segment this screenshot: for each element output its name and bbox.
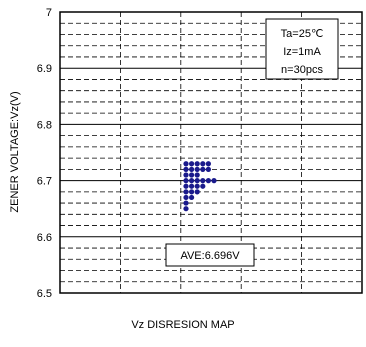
y-tick-label: 6.9 <box>37 63 52 75</box>
data-point <box>194 178 200 184</box>
data-point <box>189 178 195 184</box>
data-point <box>200 183 206 189</box>
data-point <box>183 189 189 195</box>
conditions-box: Ta=25℃ Iz=1mA n=30pcs <box>265 18 339 80</box>
data-point <box>183 172 189 178</box>
chart-caption: Vz DISRESION MAP <box>131 319 235 331</box>
data-points <box>183 161 217 212</box>
data-point <box>194 189 200 195</box>
y-tick-label: 6.8 <box>37 119 52 131</box>
data-point <box>194 161 200 167</box>
data-point <box>189 161 195 167</box>
y-tick-label: 6.5 <box>37 288 52 300</box>
data-point <box>211 178 217 184</box>
data-point <box>183 200 189 206</box>
data-point <box>189 166 195 172</box>
data-point <box>194 166 200 172</box>
data-point <box>189 172 195 178</box>
average-frame <box>165 243 255 267</box>
data-point <box>194 172 200 178</box>
data-point <box>205 166 211 172</box>
data-point <box>189 194 195 201</box>
data-point <box>200 178 206 184</box>
data-point <box>200 161 206 167</box>
data-point <box>183 161 189 167</box>
data-point <box>205 161 211 167</box>
y-tick-label: 6.6 <box>37 232 52 244</box>
y-tick-label: 6.7 <box>37 176 52 188</box>
data-point <box>189 189 195 195</box>
data-point <box>205 178 211 184</box>
conditions-frame <box>265 18 339 80</box>
data-point <box>194 183 200 189</box>
data-point <box>183 178 189 184</box>
y-tick-label: 7 <box>46 7 52 19</box>
data-point <box>200 166 206 172</box>
average-label: AVE:6.696V <box>180 250 240 262</box>
condition-temperature: Ta=25℃ <box>281 28 324 40</box>
data-point <box>183 166 189 172</box>
condition-current: Iz=1mA <box>283 46 321 58</box>
data-point <box>183 183 189 189</box>
data-point <box>183 194 189 201</box>
plot-frame <box>59 11 363 294</box>
y-axis-label: ZENER VOLTAGE:Vz(V) <box>9 91 21 212</box>
data-point <box>183 206 189 212</box>
condition-sample-count: n=30pcs <box>281 64 323 76</box>
average-box: AVE:6.696V <box>165 243 255 267</box>
y-tick-labels: 6.5 6.6 6.7 6.8 6.9 7 <box>37 7 52 300</box>
data-point <box>189 183 195 189</box>
